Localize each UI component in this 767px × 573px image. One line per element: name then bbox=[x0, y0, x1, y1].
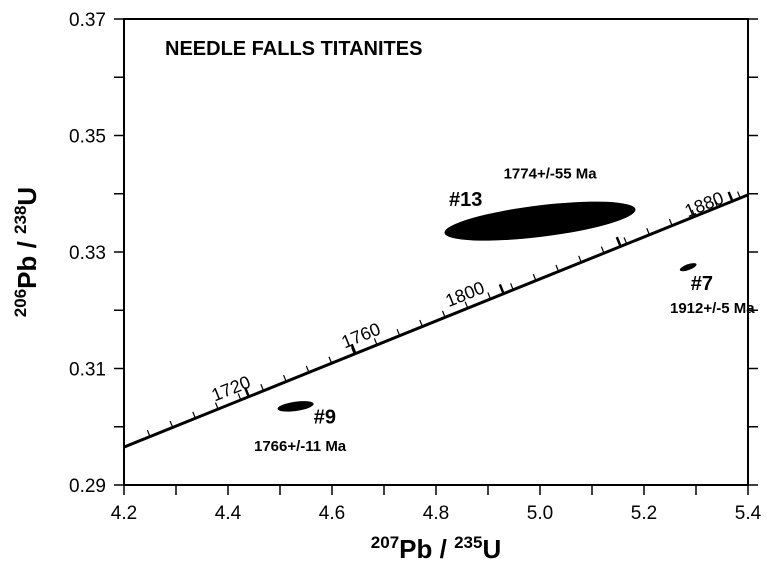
concordia-major-age-tick bbox=[727, 191, 734, 202]
y-label-base1: Pb / bbox=[12, 234, 42, 289]
y-tick-label: 0.31 bbox=[69, 360, 106, 381]
concordia-age-tick bbox=[283, 374, 287, 382]
error-ellipses bbox=[277, 201, 697, 412]
concordia-age-tick bbox=[260, 384, 265, 391]
concordia-age-tick bbox=[737, 191, 741, 199]
y-tick-label: 0.29 bbox=[69, 476, 106, 497]
x-tick-label: 5.4 bbox=[735, 503, 762, 524]
concordia-age-tick bbox=[668, 218, 673, 226]
concordia-age-label: 1720 bbox=[209, 372, 254, 406]
axis-ticks bbox=[114, 18, 758, 495]
concordia-age-tick bbox=[419, 319, 423, 327]
concordia-age-tick bbox=[237, 393, 242, 401]
concordia-age-tick bbox=[600, 246, 605, 254]
concordia-age-tick bbox=[691, 209, 696, 217]
x-label-base1: Pb / bbox=[399, 534, 454, 564]
y-label-sup1: 206 bbox=[11, 289, 30, 317]
concordia-age-tick bbox=[146, 429, 151, 437]
concordia-age-tick bbox=[623, 237, 628, 245]
concordia-age-tick bbox=[578, 255, 582, 263]
axis-tick-labels: 4.2 4.4 4.6 4.8 5.0 5.2 5.4 0.29 0.31 0.33 0.35 0.3… bbox=[69, 10, 762, 524]
concordia-age-tick bbox=[441, 310, 446, 318]
concordia-line bbox=[123, 193, 749, 449]
concordia-curve: 1720 1760 1800 1880 bbox=[123, 188, 749, 449]
concordia-age-label: 1760 bbox=[339, 319, 384, 353]
age-annotation: 1766+/-11 Ma bbox=[254, 438, 347, 455]
x-tick-label: 4.4 bbox=[215, 503, 242, 524]
y-axis-label: 206Pb / 238U bbox=[11, 187, 42, 317]
error-ellipse bbox=[444, 201, 636, 241]
concordia-age-tick bbox=[532, 273, 537, 281]
x-tick-label: 4.8 bbox=[423, 503, 449, 524]
concordia-age-tick bbox=[396, 328, 401, 336]
x-label-base2: U bbox=[482, 534, 501, 564]
x-tick-label: 4.6 bbox=[319, 503, 345, 524]
concordia-age-tick bbox=[487, 292, 492, 300]
sample-label: #13 bbox=[449, 189, 482, 211]
concordia-age-tick bbox=[192, 411, 196, 419]
concordia-age-tick bbox=[328, 356, 333, 364]
sample-label: #7 bbox=[691, 273, 713, 295]
concordia-major-age-tick bbox=[350, 343, 357, 355]
concordia-age-tick bbox=[464, 301, 469, 309]
x-tick-label: 5.0 bbox=[527, 503, 553, 524]
y-label-sup2: 238 bbox=[11, 206, 30, 234]
concordia-age-tick bbox=[305, 365, 310, 373]
y-tick-label: 0.33 bbox=[69, 243, 106, 264]
age-annotation: 1912+/-5 Ma bbox=[670, 300, 755, 317]
sample-label: #9 bbox=[314, 406, 336, 428]
concordia-age-tick bbox=[714, 200, 719, 208]
concordia-age-tick bbox=[555, 264, 560, 272]
concordia-age-tick bbox=[510, 283, 514, 291]
concordia-age-label: 1880 bbox=[682, 188, 727, 222]
plot-frame bbox=[123, 18, 749, 486]
x-tick-label: 5.2 bbox=[631, 503, 657, 524]
y-label-base2: U bbox=[12, 187, 42, 206]
age-annotation: 1774+/-55 Ma bbox=[504, 166, 598, 183]
y-tick-label: 0.35 bbox=[69, 127, 106, 148]
concordia-major-age-tick bbox=[243, 386, 250, 398]
y-tick-label: 0.37 bbox=[69, 10, 106, 31]
chart-title: NEEDLE FALLS TITANITES bbox=[165, 38, 422, 60]
concordia-age-label: 1800 bbox=[443, 277, 488, 311]
annotations: #13 #7 #9 1774+/-55 Ma 1912+/-5 Ma 1766+/-11 … bbox=[254, 166, 755, 456]
error-ellipse bbox=[277, 401, 314, 412]
concordia-age-tick bbox=[214, 402, 219, 410]
x-label-sup1: 207 bbox=[371, 533, 399, 552]
x-axis-label: 207Pb / 235U bbox=[371, 533, 501, 564]
error-ellipse bbox=[679, 263, 697, 272]
x-label-sup2: 235 bbox=[454, 533, 482, 552]
concordia-major-age-tick bbox=[498, 283, 505, 295]
concordia-age-tick bbox=[373, 338, 378, 346]
concordia-major-age-tick bbox=[615, 236, 622, 247]
concordia-age-tick bbox=[646, 228, 650, 235]
x-tick-label: 4.2 bbox=[111, 503, 137, 524]
concordia-age-tick bbox=[169, 420, 174, 428]
